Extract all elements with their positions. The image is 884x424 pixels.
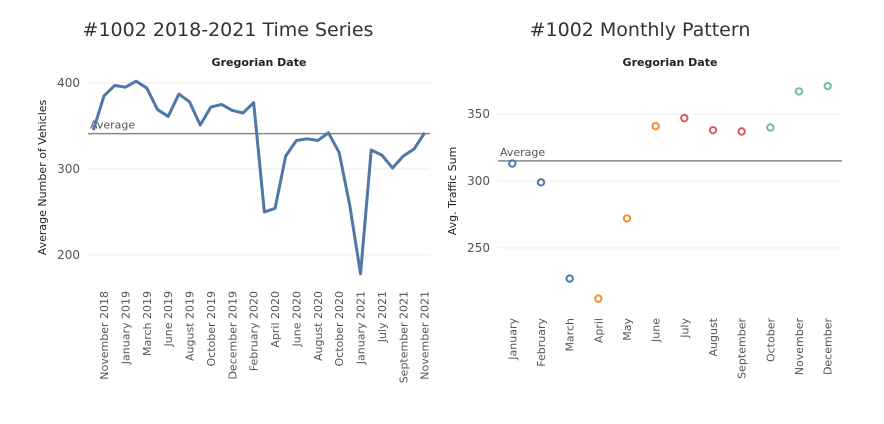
point [536, 178, 546, 187]
x-tick-label: January 2021 [355, 291, 368, 365]
y-axis-title: Avg. Traffic Sum [446, 147, 459, 236]
y-tick-label: 300 [467, 174, 490, 188]
y-tick-label: 250 [467, 241, 490, 255]
chart-title: #1002 Monthly Pattern [530, 19, 751, 41]
point [680, 113, 689, 123]
x-tick-label: April 2020 [269, 291, 282, 348]
x-tick-label: August 2019 [184, 291, 197, 361]
x-tick-label: September 2021 [397, 291, 410, 383]
x-tick-label: October 2019 [205, 291, 218, 367]
x-axis-title: Gregorian Date [212, 56, 307, 69]
x-tick-label: September [736, 318, 749, 379]
x-tick-label: November 2018 [98, 291, 111, 380]
y-tick-label: 350 [467, 107, 490, 121]
x-tick-label: June [650, 318, 663, 343]
point [823, 81, 832, 91]
x-tick-label: March [564, 318, 577, 352]
x-tick-label: December [822, 318, 835, 376]
y-axis-title: Average Number of Vehicles [36, 99, 49, 255]
chart-title: #1002 2018-2021 Time Series [83, 19, 374, 41]
point [766, 123, 775, 132]
x-tick-label: May [621, 318, 634, 341]
x-tick-label: August [707, 317, 720, 356]
x-tick-label: July [678, 318, 691, 339]
x-tick-label: November [793, 318, 806, 376]
y-tick-label: 200 [57, 248, 80, 262]
y-tick-label: 400 [57, 76, 80, 90]
x-tick-label: January [506, 318, 519, 361]
x-tick-label: June 2020 [290, 291, 303, 347]
point [508, 159, 517, 168]
point [708, 125, 718, 135]
y-tick-label: 300 [57, 162, 80, 176]
x-tick-label: January 2019 [119, 291, 132, 365]
x-tick-label: April [592, 318, 605, 343]
point [565, 274, 574, 283]
point [622, 214, 632, 223]
point [594, 294, 603, 303]
x-tick-label: February [535, 318, 548, 367]
x-tick-label: August 2020 [312, 291, 325, 361]
x-tick-label: October 2020 [333, 291, 346, 367]
x-tick-label: February 2020 [248, 291, 261, 371]
x-tick-label: October [764, 318, 777, 362]
x-tick-label: December 2019 [226, 291, 239, 380]
point [651, 121, 660, 131]
x-tick-label: July 2021 [376, 291, 389, 343]
reference-label: Average [90, 119, 135, 132]
x-tick-label: November 2021 [419, 291, 432, 380]
point [794, 87, 804, 96]
point [737, 127, 746, 136]
x-tick-label: March 2019 [141, 291, 154, 356]
x-tick-label: June 2019 [162, 291, 175, 347]
line [91, 79, 426, 276]
reference-label: Average [500, 146, 545, 159]
x-axis-title: Gregorian Date [623, 56, 718, 69]
